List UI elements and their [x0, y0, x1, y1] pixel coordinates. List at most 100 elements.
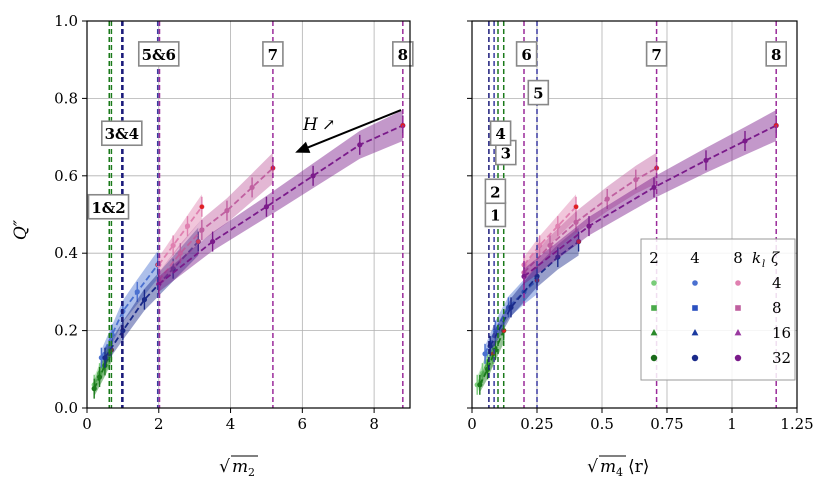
data-point — [479, 370, 485, 376]
legend-marker-circle — [692, 280, 698, 286]
case-label-box — [489, 120, 512, 147]
series-band — [524, 110, 777, 285]
data-point — [263, 204, 270, 210]
case-label-box — [515, 41, 538, 67]
data-point — [134, 289, 140, 295]
series-band — [104, 227, 199, 366]
y-tick-label: 0.4 — [54, 244, 78, 262]
endpoint-marker — [199, 204, 205, 209]
case-label-text: 5&6 — [142, 46, 176, 64]
y-tick-label: 1.0 — [54, 12, 78, 30]
y-tick-label: 0.0 — [54, 399, 78, 417]
legend-marker-triangle — [734, 329, 742, 336]
data-point — [534, 273, 540, 280]
case-label-text: 3 — [501, 145, 511, 163]
series-line — [523, 124, 777, 278]
data-point — [96, 374, 103, 380]
data-point — [604, 196, 610, 202]
data-point — [555, 254, 561, 260]
left-xlabel-sqrt: √ — [219, 457, 230, 477]
legend-marker-square — [735, 305, 741, 311]
legend-marker-hexagon — [650, 354, 658, 362]
series-line — [158, 206, 203, 266]
case-label-text: 7 — [651, 46, 661, 64]
data-point — [357, 142, 363, 148]
data-point — [555, 223, 561, 229]
x-tick-label: 0 — [467, 415, 477, 433]
legend-marker-circle — [651, 280, 657, 286]
legend-title-zeta: ζ — [771, 249, 780, 267]
right-xlabel-m: m — [600, 457, 616, 477]
data-point — [482, 351, 488, 357]
series-band — [101, 250, 158, 366]
data-point — [310, 173, 316, 179]
case-label-text: 4 — [495, 125, 505, 143]
data-point — [91, 386, 97, 392]
data-point — [573, 219, 579, 225]
case-label-box — [262, 41, 284, 67]
h-label: H — [302, 115, 319, 135]
axes-frame — [471, 20, 798, 409]
data-point — [184, 223, 191, 229]
x-tick-label: 1 — [727, 415, 737, 433]
data-point — [633, 177, 639, 183]
legend-column-header: 4 — [690, 249, 700, 267]
legend-row-label: 4 — [772, 274, 782, 292]
series-line — [158, 124, 404, 285]
right-xlabel-r: ⟨r⟩ — [628, 457, 649, 477]
endpoint-marker — [576, 239, 581, 244]
y-axis-label: Q″ — [11, 219, 31, 240]
series-line — [523, 206, 577, 266]
data-point — [537, 242, 543, 249]
case-label-text: 8 — [771, 46, 781, 64]
y-tick-label: 0.2 — [54, 322, 78, 340]
data-point — [170, 242, 176, 249]
data-point — [508, 304, 514, 310]
y-tick-label: 0.6 — [54, 167, 78, 185]
legend-marker-circle — [735, 280, 741, 286]
legend-row-label: 8 — [772, 299, 782, 317]
data-point — [651, 184, 657, 191]
data-point — [249, 184, 255, 191]
data-point — [703, 157, 709, 163]
x-tick-label: 8 — [369, 415, 379, 433]
legend-title-k: k — [752, 249, 761, 267]
case-label-box — [392, 41, 414, 67]
case-label-box — [101, 120, 143, 147]
data-point — [586, 223, 592, 229]
left-xlabel-m: m — [232, 457, 248, 477]
x-tick-label: 2 — [154, 415, 164, 433]
case-label-box — [527, 79, 550, 106]
case-label-text: 7 — [268, 46, 278, 64]
left-panel: 0 2 4 6 8 0.0 0.2 0.4 0.6 0.8 1.0 1&2 3&4 5&6 7 8 — [54, 12, 414, 433]
series-band — [158, 194, 202, 273]
case-label-text: 3&4 — [105, 125, 139, 143]
series-line — [100, 264, 159, 359]
case-label-text: 6 — [521, 46, 531, 64]
data-point — [199, 227, 205, 233]
legend-box — [640, 238, 796, 381]
data-point — [177, 250, 183, 256]
axes-frame — [86, 20, 411, 409]
series-line — [104, 240, 199, 359]
series-line — [158, 167, 274, 281]
data-point — [141, 297, 148, 303]
legend-marker-triangle — [650, 329, 658, 336]
data-point — [210, 238, 216, 245]
x-tick-label: 6 — [298, 415, 308, 433]
data-point — [477, 382, 483, 388]
h-annotation: H ↗ — [302, 115, 335, 135]
x-tick-label: 0.25 — [520, 415, 553, 433]
series-band — [524, 152, 657, 281]
endpoint-marker — [501, 328, 506, 333]
legend-row-label: 16 — [772, 324, 791, 342]
left-xlabel-sub: 2 — [248, 466, 255, 479]
case-label-box — [765, 41, 788, 67]
endpoint-marker — [196, 239, 201, 244]
y-tick-label: 0.8 — [54, 89, 78, 107]
legend-marker-triangle — [691, 329, 699, 336]
case-label-box — [484, 178, 507, 205]
legend-marker-square — [651, 305, 657, 311]
data-point — [98, 355, 104, 361]
